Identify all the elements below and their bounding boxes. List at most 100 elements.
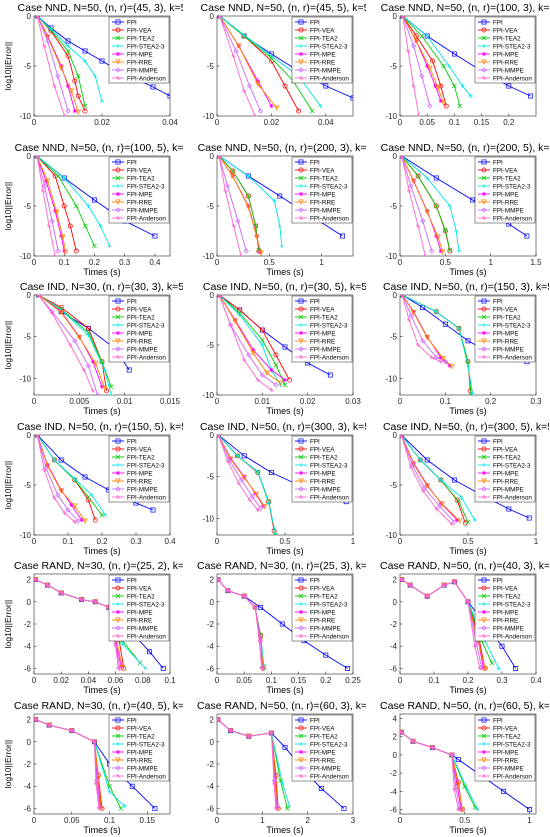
data-point	[413, 38, 419, 44]
legend-label: FPI	[493, 159, 503, 166]
plot-area	[217, 156, 345, 256]
data-point	[230, 168, 236, 174]
legend-label: FPI-VEA	[493, 725, 518, 732]
legend-label: FPI-Anderson	[310, 215, 349, 222]
data-point	[287, 377, 292, 383]
legend-marker	[298, 199, 304, 205]
legend-marker	[115, 306, 121, 312]
y-tick-label: -2	[390, 620, 398, 629]
data-point	[242, 88, 247, 94]
data-point	[418, 457, 423, 463]
data-point	[465, 363, 471, 368]
y-tick-label: -10	[385, 252, 397, 261]
legend-marker	[115, 625, 121, 631]
series-line	[36, 156, 67, 253]
x-tick-label: 0.2	[96, 537, 108, 546]
data-point	[81, 367, 86, 373]
data-point	[468, 93, 473, 99]
legend-marker	[481, 330, 487, 336]
chart-panel: Case IND, N=30, (n, r)=(30, 3), k=5 0 0.00…	[0, 279, 183, 418]
series-line	[219, 16, 256, 116]
chart-title: Case NND, N=50, (n, r)=(200, 5), k=5	[381, 142, 549, 154]
series-line	[35, 719, 102, 809]
data-point	[226, 457, 232, 463]
data-point	[120, 641, 125, 647]
legend-marker	[115, 633, 121, 639]
legend-label: FPI-TEA2	[127, 454, 155, 461]
x-tick-label: 0.04	[81, 676, 97, 685]
y-tick-label: 2	[210, 576, 215, 585]
legend-label: FPI-STEA2-3	[310, 462, 348, 469]
legend-label: FPI	[310, 577, 320, 584]
y-tick-label: -5	[24, 481, 32, 490]
data-point	[150, 84, 156, 90]
x-tick-label: 0.5	[264, 258, 276, 267]
legend-marker	[298, 470, 304, 476]
legend-marker	[115, 741, 121, 747]
legend: FPIFPI-VEAFPI-TEA2FPI-STEA2-3FPI-MPEFPI-…	[108, 156, 170, 224]
data-point	[238, 477, 245, 483]
y-tick-label: -6	[24, 804, 32, 813]
data-point	[237, 312, 242, 318]
data-point	[282, 382, 288, 388]
legend-marker	[481, 175, 487, 181]
legend-label: FPI-MPE	[493, 749, 519, 756]
data-point	[400, 576, 405, 583]
legend-label: FPI	[310, 298, 320, 305]
chart-svg: Case IND, N=30, (n, r)=(30, 3), k=50 0.00…	[3, 281, 183, 416]
legend-marker	[481, 454, 487, 460]
legend-label: FPI-MMPE	[310, 486, 341, 493]
series-line	[400, 435, 461, 522]
series-line	[401, 156, 433, 252]
data-point	[82, 48, 88, 54]
legend-marker	[298, 159, 304, 165]
data-point	[34, 576, 38, 583]
legend-marker	[115, 773, 121, 779]
legend-marker	[115, 314, 121, 320]
legend: FPIFPI-VEAFPI-TEA2FPI-STEA2-3FPI-MPEFPI-…	[474, 435, 536, 503]
legend-marker	[298, 609, 304, 615]
legend-marker	[115, 438, 121, 444]
legend-marker	[481, 298, 487, 304]
legend-label: FPI-VEA	[493, 167, 518, 174]
x-tick-label: 0.15	[474, 118, 490, 127]
series-line	[35, 579, 122, 667]
x-tick-label: 0	[215, 676, 220, 685]
data-point	[272, 198, 277, 204]
data-point	[243, 248, 249, 254]
legend-marker	[298, 35, 304, 41]
data-point	[217, 295, 222, 298]
series-line	[400, 435, 458, 521]
series-line	[36, 156, 95, 247]
data-point	[257, 505, 264, 511]
data-point	[58, 65, 64, 71]
legend-label: FPI	[310, 19, 320, 26]
series-line	[35, 579, 121, 669]
data-point	[44, 34, 51, 40]
chart-panel: Case IND, N=50, (n, r)=(150, 5), k=5 0 0.1…	[0, 419, 183, 558]
legend-marker	[481, 593, 487, 599]
data-point	[259, 666, 264, 671]
legend-marker	[115, 27, 121, 33]
series-line	[217, 579, 263, 668]
data-point	[246, 173, 251, 179]
chart-svg: Case NND, N=50, (n, r)=(45, 3), k=50 0.02…	[3, 2, 183, 127]
legend-label: FPI-MMPE	[493, 625, 524, 632]
data-point	[442, 321, 448, 327]
x-tick-label: 0.05	[419, 118, 435, 127]
legend: FPIFPI-VEAFPI-TEA2FPI-STEA2-3FPI-MPEFPI-…	[108, 574, 170, 642]
data-point	[217, 717, 221, 722]
legend-label: FPI-RRE	[493, 59, 518, 66]
y-tick-label: 0	[27, 291, 32, 300]
data-point	[98, 805, 103, 810]
x-tick-label: 0.015	[160, 397, 181, 406]
legend: FPIFPI-VEAFPI-TEA2FPI-STEA2-3FPI-MPEFPI-…	[108, 714, 170, 782]
chart-title: Case IND, N=50, (n, r)=(300, 5), k=5	[383, 421, 549, 433]
data-point	[73, 203, 79, 209]
legend-marker	[481, 617, 487, 623]
series-line	[401, 156, 444, 253]
data-point	[427, 103, 433, 109]
legend-label: FPI-MMPE	[310, 207, 341, 214]
data-point	[232, 318, 238, 324]
data-point	[440, 100, 447, 106]
